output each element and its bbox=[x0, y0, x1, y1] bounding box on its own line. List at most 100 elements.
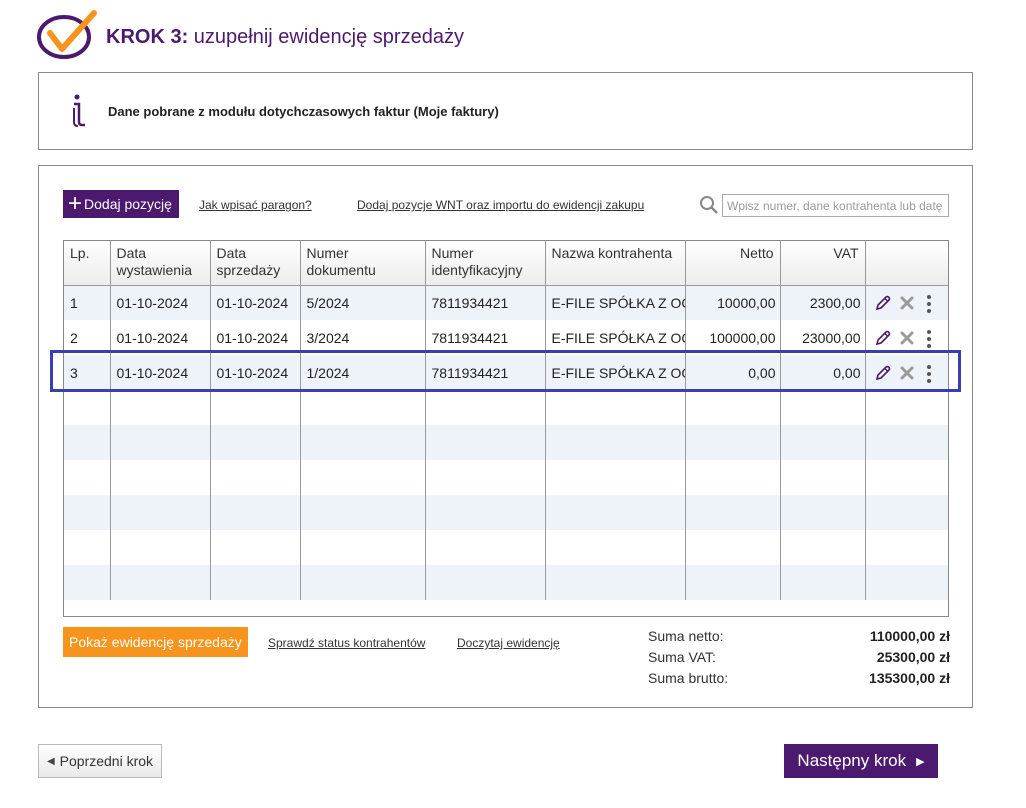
row-actions bbox=[865, 355, 948, 390]
info-panel: Dane pobrane z modułu dotychczasowych fa… bbox=[38, 72, 973, 150]
previous-step-button[interactable]: ◀ Poprzedni krok bbox=[38, 744, 162, 778]
receipt-help-link[interactable]: Jak wpisać paragon? bbox=[199, 198, 312, 212]
cell-data-wyst: 01-10-2024 bbox=[110, 285, 211, 320]
cell-data-sprz: 01-10-2024 bbox=[210, 285, 301, 320]
empty-row bbox=[64, 495, 948, 530]
next-step-button[interactable]: Następny krok ▶ bbox=[784, 744, 938, 778]
empty-cell bbox=[300, 460, 426, 495]
empty-cell bbox=[64, 425, 111, 460]
table-row[interactable]: 1 01-10-2024 01-10-2024 5/2024 7811934421 E-F… bbox=[64, 285, 948, 320]
empty-cell bbox=[64, 565, 111, 600]
search-input[interactable] bbox=[722, 194, 949, 217]
cell-vat: 2300,00 bbox=[780, 285, 866, 320]
empty-cell bbox=[300, 425, 426, 460]
empty-row bbox=[64, 530, 948, 565]
edit-pencil-icon[interactable] bbox=[874, 329, 890, 347]
column-header: Data wystawienia bbox=[110, 241, 211, 286]
empty-cell bbox=[110, 460, 211, 495]
empty-cell bbox=[300, 530, 426, 565]
empty-cell bbox=[64, 460, 111, 495]
empty-cell bbox=[210, 495, 301, 530]
cell-vat: 23000,00 bbox=[780, 320, 866, 355]
edit-pencil-icon[interactable] bbox=[874, 294, 890, 312]
column-header: Netto bbox=[685, 241, 781, 286]
empty-cell bbox=[685, 495, 781, 530]
empty-cell bbox=[110, 530, 211, 565]
empty-cell bbox=[210, 460, 301, 495]
cell-netto: 10000,00 bbox=[685, 285, 781, 320]
empty-cell bbox=[425, 390, 546, 425]
step-label: KROK 3: bbox=[106, 25, 189, 48]
empty-cell bbox=[210, 425, 301, 460]
more-dots-icon[interactable] bbox=[926, 329, 942, 348]
column-header: Nazwa kontrahenta bbox=[545, 241, 686, 286]
empty-cell bbox=[300, 495, 426, 530]
search-icon[interactable] bbox=[699, 195, 719, 215]
empty-row bbox=[64, 460, 948, 495]
wnt-import-link[interactable]: Dodaj pozycje WNT oraz importu do ewiden… bbox=[357, 198, 645, 212]
empty-cell bbox=[110, 495, 211, 530]
empty-cell bbox=[425, 425, 546, 460]
empty-cell bbox=[110, 565, 211, 600]
empty-cell bbox=[780, 565, 866, 600]
more-dots-icon[interactable] bbox=[926, 294, 942, 313]
cell-kontrahent: E-FILE SPÓŁKA Z OGRANICZONĄ bbox=[545, 285, 686, 320]
total-label: Suma VAT: bbox=[648, 648, 716, 665]
empty-cell bbox=[865, 530, 948, 565]
column-header: Numer identyfikacyjny bbox=[425, 241, 546, 286]
page-title: KROK 3: uzupełnij ewidencję sprzedaży bbox=[106, 26, 464, 49]
total-value: 110000,00 zł bbox=[869, 627, 950, 644]
cell-lp: 1 bbox=[64, 285, 111, 320]
empty-cell bbox=[685, 530, 781, 565]
table-row[interactable]: 2 01-10-2024 01-10-2024 3/2024 7811934421 E-F… bbox=[64, 320, 948, 355]
column-header: Numer dokumentu bbox=[300, 241, 426, 286]
delete-x-icon[interactable] bbox=[900, 329, 916, 347]
empty-cell bbox=[545, 530, 686, 565]
cell-data-sprz: 01-10-2024 bbox=[210, 320, 301, 355]
cell-vat: 0,00 bbox=[780, 355, 866, 390]
empty-cell bbox=[210, 530, 301, 565]
check-contractors-link[interactable]: Sprawdź status kontrahentów bbox=[268, 636, 426, 650]
total-value: 135300,00 zł bbox=[869, 669, 950, 686]
triangle-left-icon: ◀ bbox=[46, 755, 55, 767]
empty-cell bbox=[685, 425, 781, 460]
edit-pencil-icon[interactable] bbox=[874, 364, 890, 382]
empty-cell bbox=[110, 390, 211, 425]
cell-netto: 100000,00 bbox=[685, 320, 781, 355]
empty-cell bbox=[685, 390, 781, 425]
total-row: Suma netto: 110000,00 zł bbox=[648, 625, 950, 646]
empty-cell bbox=[865, 565, 948, 600]
cell-numer: 1/2024 bbox=[300, 355, 426, 390]
column-header bbox=[865, 241, 948, 286]
add-item-button[interactable]: + Dodaj pozycję bbox=[63, 190, 179, 218]
delete-x-icon[interactable] bbox=[900, 364, 916, 382]
triangle-right-icon: ▶ bbox=[916, 755, 925, 768]
more-dots-icon[interactable] bbox=[926, 364, 942, 383]
sales-table: Lp. Data wystawienia Data sprzedaży Numer d… bbox=[63, 240, 949, 617]
cell-lp: 2 bbox=[64, 320, 111, 355]
empty-cell bbox=[545, 495, 686, 530]
info-text: Dane pobrane z modułu dotychczasowych fa… bbox=[108, 103, 499, 119]
cell-data-sprz: 01-10-2024 bbox=[210, 355, 301, 390]
show-register-button[interactable]: Pokaż ewidencję sprzedaży bbox=[63, 627, 248, 657]
load-register-link[interactable]: Doczytaj ewidencję bbox=[457, 636, 560, 650]
total-label: Suma netto: bbox=[648, 627, 724, 644]
empty-cell bbox=[425, 460, 546, 495]
delete-x-icon[interactable] bbox=[900, 294, 916, 312]
previous-step-label: Poprzedni krok bbox=[59, 753, 154, 769]
empty-cell bbox=[685, 565, 781, 600]
checkmark-logo-icon bbox=[37, 10, 97, 59]
cell-kontrahent: E-FILE SPÓŁKA Z OGRANICZONĄ bbox=[545, 355, 686, 390]
empty-cell bbox=[780, 425, 866, 460]
empty-cell bbox=[780, 390, 866, 425]
cell-nip: 7811934421 bbox=[425, 285, 546, 320]
cell-numer: 3/2024 bbox=[300, 320, 426, 355]
cell-kontrahent: E-FILE SPÓŁKA Z OGRANICZONĄ bbox=[545, 320, 686, 355]
table-header-row: Lp. Data wystawienia Data sprzedaży Numer d… bbox=[64, 241, 948, 286]
empty-row bbox=[64, 390, 948, 425]
cell-data-wyst: 01-10-2024 bbox=[110, 355, 211, 390]
table-row[interactable]: 3 01-10-2024 01-10-2024 1/2024 7811934421 E-F… bbox=[64, 355, 948, 390]
row-actions bbox=[865, 320, 948, 355]
empty-cell bbox=[545, 390, 686, 425]
empty-cell bbox=[110, 425, 211, 460]
